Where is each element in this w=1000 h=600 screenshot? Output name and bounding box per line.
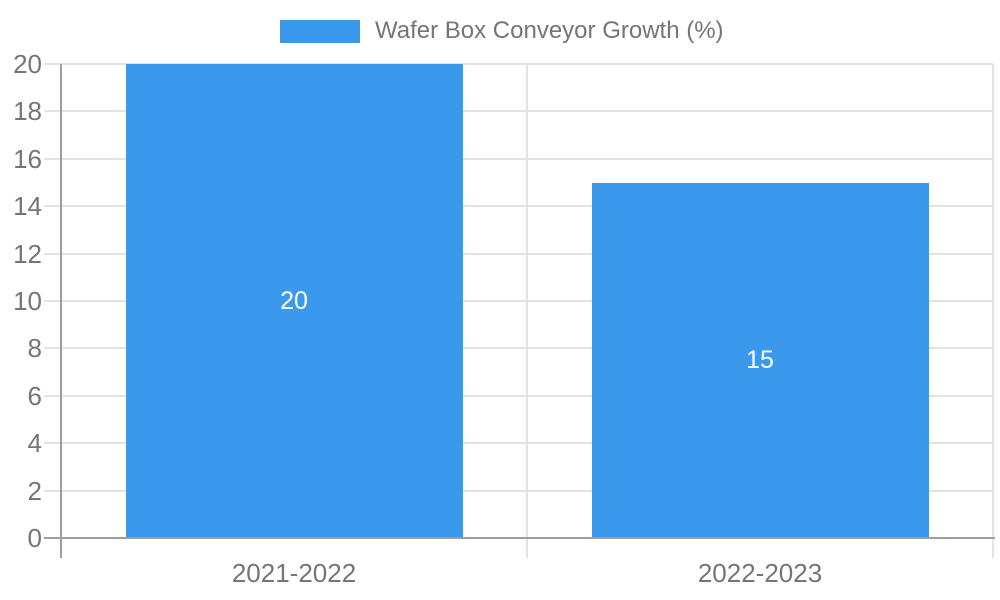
y-axis-tick — [44, 157, 61, 160]
y-axis-tick — [44, 205, 61, 208]
y-axis-tick-label: 14 — [13, 191, 42, 222]
y-axis-tick-label: 6 — [27, 380, 42, 411]
plot-area: 0 2 4 6 8 10 12 14 16 18 20 20 2021-2022 15 2022-2023 — [13, 51, 995, 586]
y-axis-tick-label: 4 — [27, 428, 42, 459]
bar-value-label: 20 — [280, 286, 308, 315]
y-axis-tick-label: 12 — [13, 238, 42, 269]
y-axis-tick — [44, 489, 61, 492]
legend-color-swatch — [280, 19, 360, 43]
y-axis-tick-label: 16 — [13, 143, 42, 174]
category-boundary-line — [992, 64, 994, 558]
y-axis-tick — [44, 300, 61, 302]
y-axis-tick-label: 8 — [27, 333, 42, 364]
category-boundary-line — [526, 64, 528, 558]
y-axis-tick — [44, 442, 61, 445]
y-axis-tick-label: 0 — [27, 523, 42, 553]
chart-legend[interactable]: Wafer Box Conveyor Growth (%) — [280, 18, 724, 44]
y-axis-tick-label: 20 — [13, 49, 42, 79]
y-axis-tick-label: 10 — [13, 286, 42, 316]
bar[interactable]: 15 — [591, 182, 929, 538]
y-axis-tick-label: 2 — [27, 475, 42, 506]
y-axis-tick — [44, 63, 61, 65]
y-axis-tick — [44, 110, 61, 113]
legend-label: Wafer Box Conveyor Growth (%) — [375, 17, 724, 44]
y-axis-line — [60, 64, 62, 558]
bar[interactable]: 20 — [125, 64, 463, 538]
x-axis-category-label: 2022-2023 — [697, 558, 823, 588]
y-axis-tick — [44, 394, 61, 397]
x-axis-baseline — [60, 537, 995, 539]
y-axis-tick — [44, 252, 61, 255]
bar-value-label: 15 — [746, 345, 774, 374]
y-axis-tick — [44, 537, 61, 539]
y-axis-tick — [44, 347, 61, 350]
y-axis-tick-label: 18 — [13, 96, 42, 127]
x-axis-category-label: 2021-2022 — [231, 558, 357, 588]
